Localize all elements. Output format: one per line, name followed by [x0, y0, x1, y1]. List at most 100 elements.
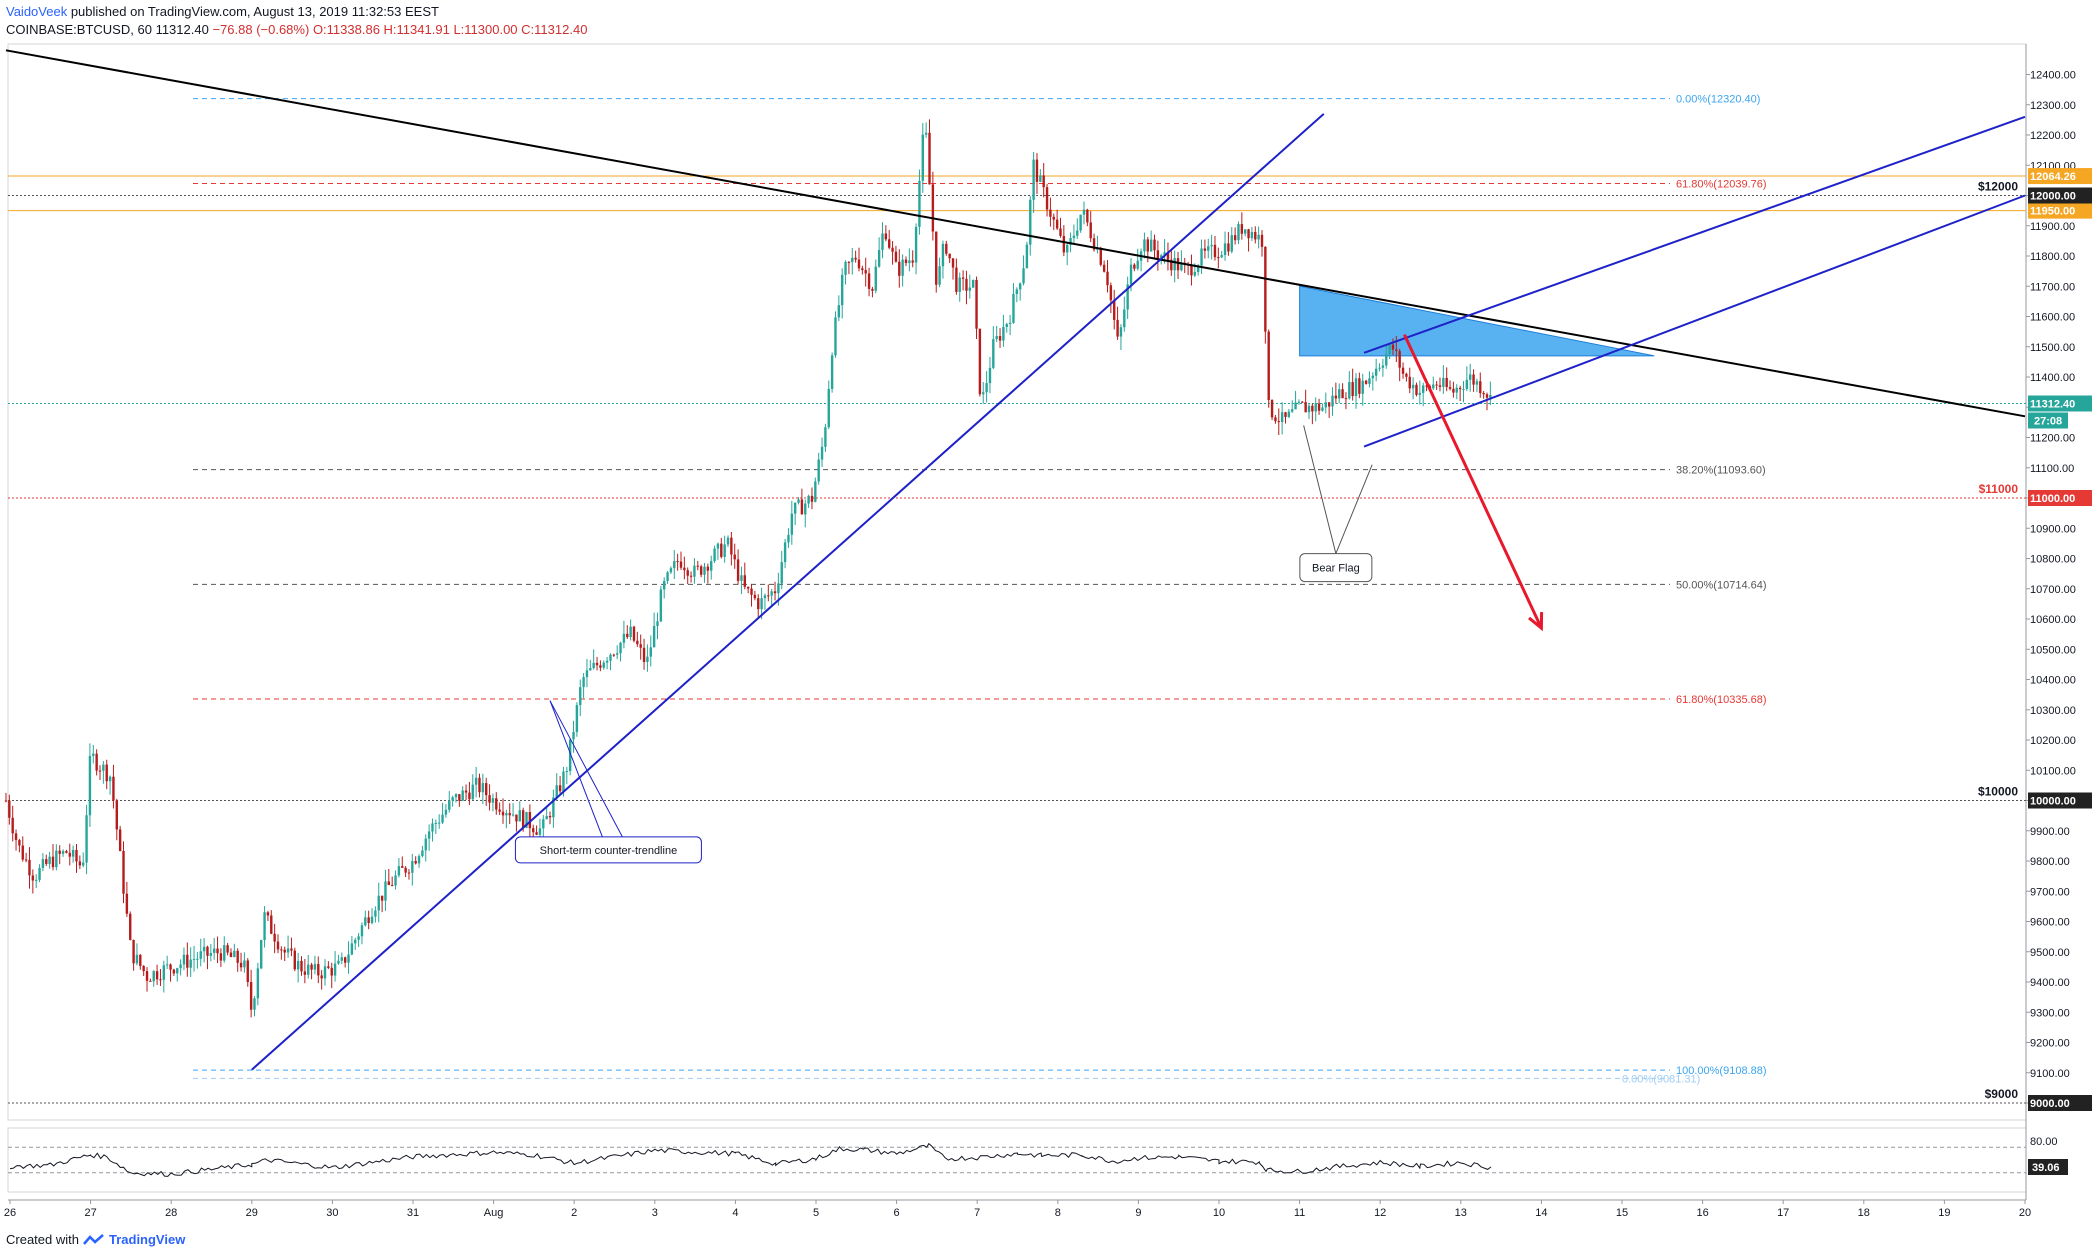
candle-body [1237, 224, 1240, 241]
candle-body [810, 495, 814, 502]
candle-body [891, 247, 894, 252]
candle-body [189, 959, 192, 968]
candle-body [881, 233, 884, 251]
candle-body [1092, 238, 1096, 250]
candle-body [830, 355, 834, 389]
candle-body [663, 581, 666, 590]
trendline-pointer [549, 700, 623, 838]
candle-body [820, 446, 824, 460]
candle-body [1307, 405, 1311, 413]
candle-body [31, 875, 35, 881]
candle-body [377, 895, 380, 911]
candle-body [458, 794, 461, 801]
candle-body [924, 132, 928, 135]
candle-body [1415, 384, 1418, 395]
candle-body [538, 828, 542, 835]
candle-body [505, 813, 508, 816]
time-tick-label: Aug [484, 1207, 504, 1219]
candle-body [404, 867, 407, 873]
candle-body [8, 800, 11, 818]
candle-body [169, 964, 172, 970]
channel-upper-line [1363, 115, 2026, 354]
candle-body [407, 872, 411, 874]
price-label-value: 12064.26 [2030, 171, 2076, 183]
candle-body [1314, 403, 1317, 412]
candle-body [1076, 230, 1079, 236]
bear-flag-pointer [1303, 425, 1337, 554]
candle-body [726, 537, 730, 545]
price-tick-label: 10600.00 [2030, 614, 2076, 626]
bear-flag-callout-box [1299, 553, 1373, 583]
candle-body [1136, 260, 1139, 269]
close-value: C:11312.40 [521, 22, 588, 37]
candle-body [602, 662, 605, 668]
candle-body [740, 575, 743, 581]
candle-body [1267, 331, 1270, 401]
candle-body [599, 665, 602, 668]
candle-body [1277, 421, 1280, 423]
tradingview-brand[interactable]: TradingView [108, 1232, 186, 1247]
price-tick-label: 9600.00 [2030, 917, 2070, 929]
candle-body [1425, 385, 1428, 387]
candle-body [1334, 395, 1338, 399]
candle-body [1395, 349, 1398, 352]
candle-body [636, 640, 639, 645]
high-value: H:11341.91 [383, 22, 450, 37]
candle-body [1173, 258, 1176, 271]
candle-body [209, 952, 213, 956]
time-tick-label: 30 [326, 1207, 338, 1219]
candle-body [330, 967, 333, 976]
candle-body [760, 598, 763, 610]
candle-body [931, 184, 935, 232]
author-link[interactable]: VaidoVeek [6, 4, 68, 19]
candle-body [495, 798, 498, 810]
candle-body [95, 753, 98, 771]
candle-body [535, 832, 538, 835]
candle-body [1062, 235, 1066, 253]
candle-body [639, 644, 642, 648]
candle-body [135, 954, 139, 964]
candle-body [696, 565, 699, 567]
candle-body [1102, 264, 1106, 272]
candle-body [592, 662, 595, 669]
candle-body [1015, 289, 1019, 295]
candle-body [589, 668, 592, 671]
candle-body [1143, 239, 1146, 252]
time-tick-label: 28 [165, 1207, 177, 1219]
candle-body [1193, 271, 1197, 276]
candle-body [1213, 244, 1217, 258]
price-tick-label: 11600.00 [2030, 312, 2075, 324]
candle-body [706, 566, 710, 571]
candle-body [300, 960, 303, 972]
candle-body [736, 559, 740, 581]
candle-body [223, 945, 226, 961]
candle-body [1223, 243, 1227, 255]
candle-body [364, 917, 367, 926]
candle-body [256, 968, 260, 999]
candle-body [1391, 344, 1395, 350]
candle-body [468, 792, 471, 800]
candle-body [374, 910, 377, 917]
time-tick-label: 17 [1777, 1207, 1789, 1219]
candle-body [82, 862, 85, 866]
price-label-value: 10000.00 [2030, 796, 2076, 808]
candle-body [612, 654, 616, 656]
candle-body [854, 257, 857, 260]
candle-body [1374, 368, 1378, 376]
candle-body [387, 881, 391, 885]
candle-body [390, 884, 394, 886]
candle-body [763, 595, 767, 599]
time-tick-label: 7 [974, 1207, 980, 1219]
candle-body [1196, 265, 1200, 272]
candle-body [1029, 199, 1032, 245]
candle-body [11, 817, 14, 834]
candle-body [1458, 387, 1462, 390]
candle-body [555, 785, 558, 798]
candle-body [968, 287, 972, 291]
candle-body [98, 770, 102, 772]
candle-body [14, 833, 18, 840]
fib-level-label: 61.80%(10335.68) [1676, 694, 1767, 706]
candle-body [837, 305, 841, 318]
candle-body [800, 499, 804, 515]
